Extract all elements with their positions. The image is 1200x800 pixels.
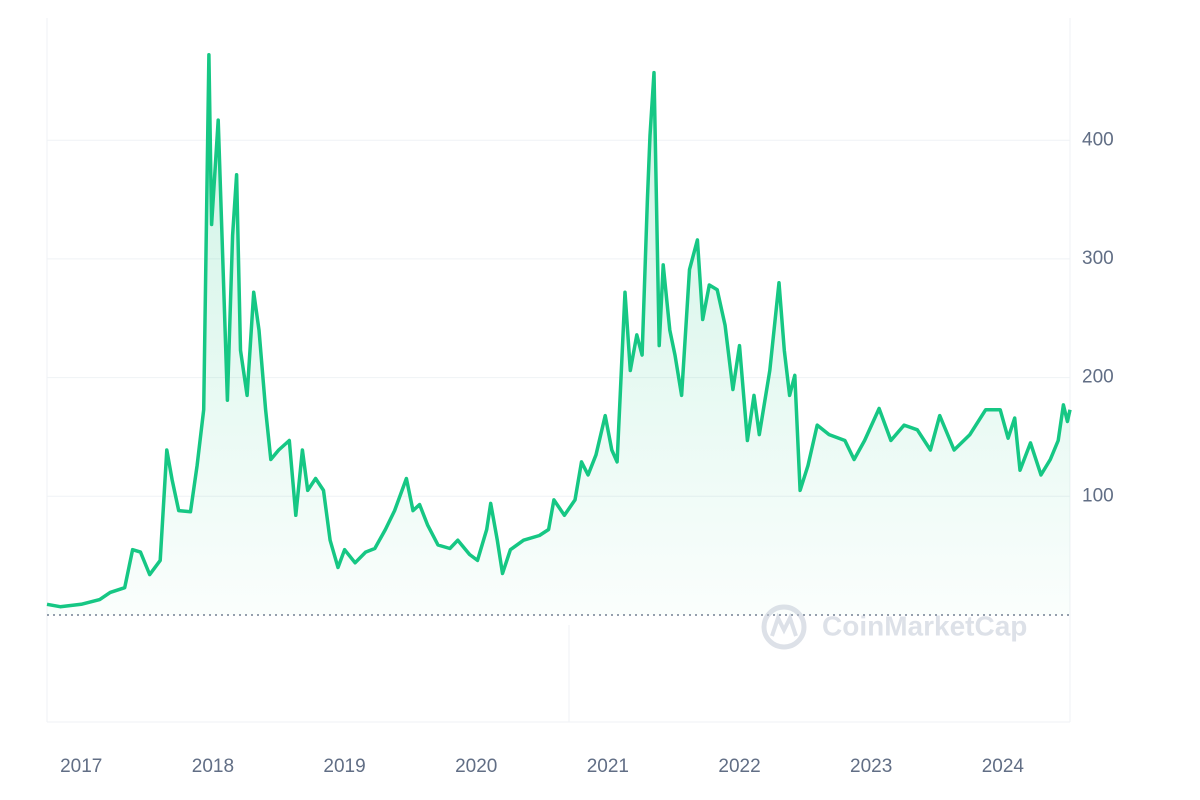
x-tick-label: 2021 [587, 756, 629, 777]
price-line [46, 53, 1072, 609]
area-fill [47, 54, 1070, 616]
x-tick-label: 2017 [60, 756, 102, 777]
x-tick-label: 2019 [323, 756, 365, 777]
x-tick-label: 2022 [718, 756, 760, 777]
x-tick-label: 2023 [850, 756, 892, 777]
x-tick-label: 2024 [982, 756, 1025, 777]
axes: 100 200 300 400 2017 2018 2019 2020 2021 2022 2023… [60, 129, 1114, 777]
y-tick-label: 400 [1082, 129, 1114, 150]
x-tick-label: 2020 [455, 756, 497, 777]
watermark-logo [761, 604, 807, 650]
y-tick-label: 200 [1082, 367, 1114, 388]
x-tick-label: 2018 [192, 756, 234, 777]
plot [46, 53, 1072, 616]
y-tick-label: 100 [1082, 485, 1114, 506]
watermark-logo-mark [770, 612, 798, 637]
y-tick-label: 300 [1082, 248, 1114, 269]
watermark: CoinMarketCap [761, 604, 1027, 650]
watermark-text: CoinMarketCap [822, 610, 1027, 641]
